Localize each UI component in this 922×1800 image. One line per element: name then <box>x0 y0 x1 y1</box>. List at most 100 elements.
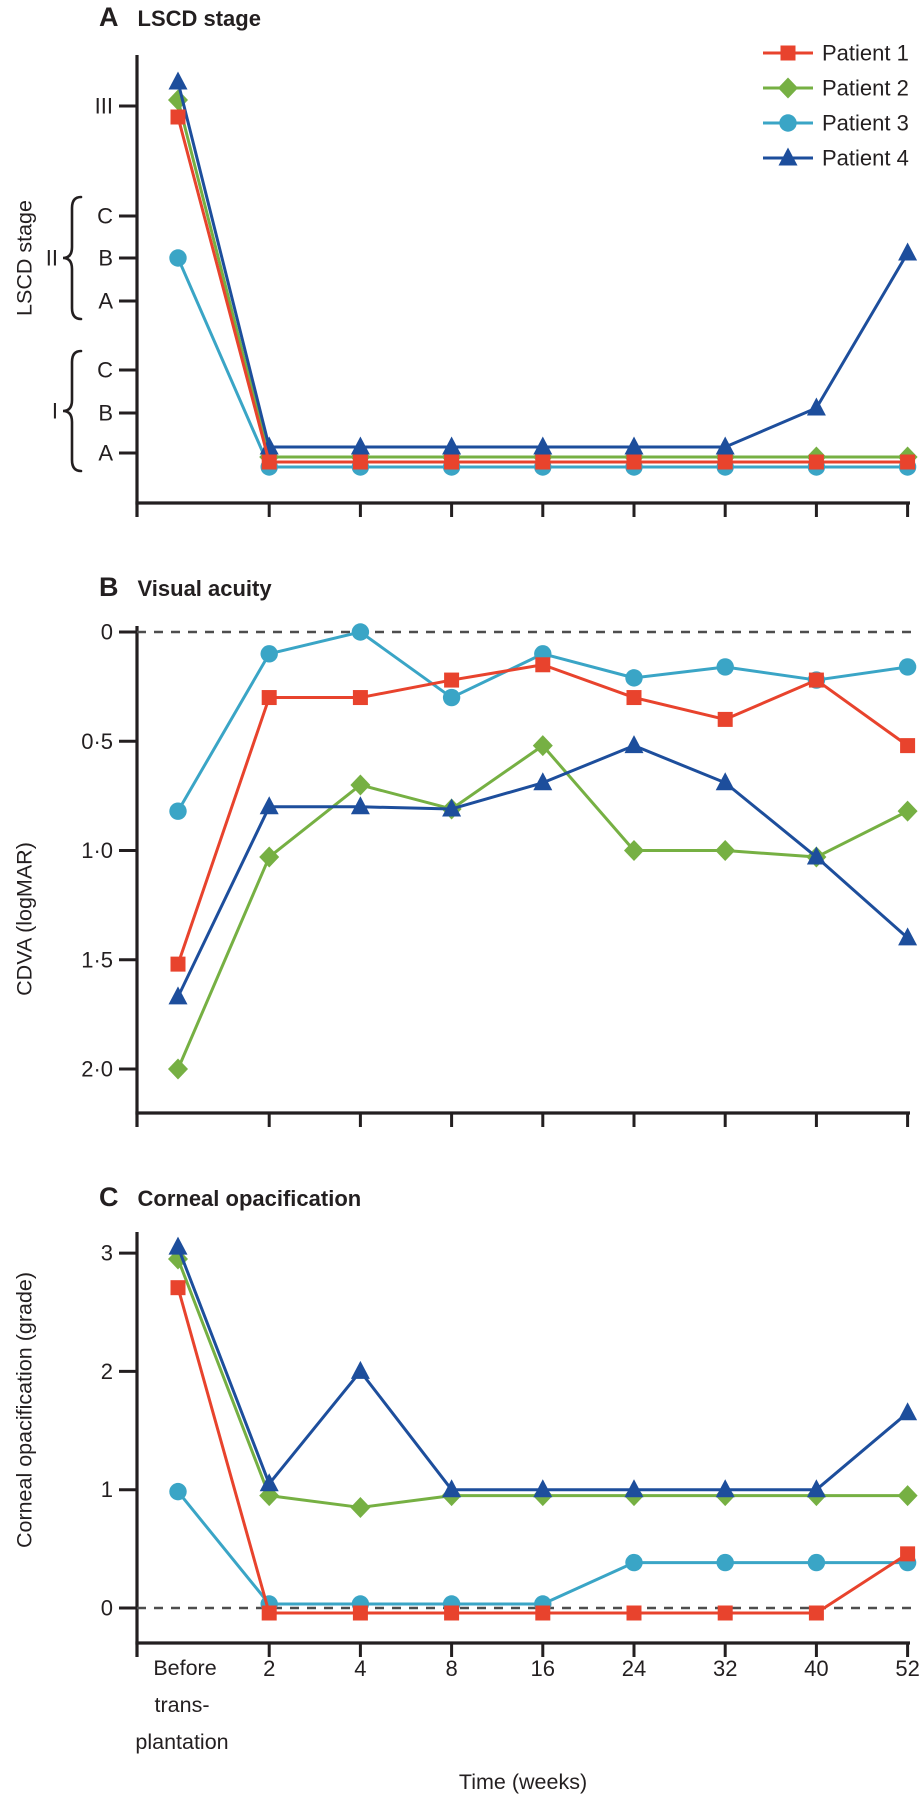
panel-c-marker-patient-1 <box>170 1280 186 1296</box>
panel-b-header: B Visual acuity <box>99 572 272 603</box>
panel-a-y-tick-label: B <box>98 246 113 271</box>
panel-a-header: A LSCD stage <box>99 2 261 33</box>
panel-c-marker-patient-4 <box>442 1479 462 1498</box>
panel-c-line-patient-3 <box>176 1490 908 1606</box>
legend-marker-patient-2 <box>778 77 798 99</box>
legend-marker-patient-4 <box>778 147 798 166</box>
panel-b-marker-patient-3 <box>351 623 370 641</box>
panel-b-marker-patient-4 <box>350 796 370 815</box>
panel-b-marker-patient-4 <box>533 772 553 791</box>
x-tick-label-before-line3: plantation <box>135 1730 229 1754</box>
panel-b-marker-patient-4 <box>442 798 462 817</box>
panel-a-marker-patient-4 <box>350 436 370 455</box>
panel-c-marker-patient-2 <box>350 1496 371 1518</box>
panel-a-marker-patient-4 <box>898 242 918 261</box>
panel-b-y-tick-label: 0·5 <box>81 729 113 754</box>
panel-b-marker-patient-1 <box>900 738 916 754</box>
x-tick-label: 4 <box>354 1656 366 1681</box>
panel-b-y-tick-label: 1·0 <box>81 838 113 863</box>
panel-c-y-tick-label: 2 <box>101 1359 113 1384</box>
panel-c-marker-patient-1 <box>808 1605 824 1621</box>
panel-a-marker-patient-1 <box>808 454 824 470</box>
panel-c-marker-patient-3 <box>625 1553 643 1572</box>
legend-label-patient-2: Patient 2 <box>822 76 909 101</box>
panel-c-marker-patient-4 <box>715 1479 735 1498</box>
panel-a-letter: A <box>99 2 119 32</box>
panel-b-marker-patient-1 <box>352 690 368 706</box>
panel-b-line-patient-1 <box>176 663 909 965</box>
panel-a-marker-patient-4 <box>715 436 735 455</box>
panel-c-marker-patient-4 <box>624 1479 644 1498</box>
panel-a-marker-patient-1 <box>535 454 551 470</box>
panel-c-y-axis-label: Corneal opacification (grade) <box>12 1271 37 1549</box>
panel-c-title: Corneal opacification <box>137 1186 362 1211</box>
panel-c-marker-patient-3 <box>169 1482 187 1501</box>
panel-a-stage-group-label: II <box>46 246 58 271</box>
x-tick-label-before-line1: Before <box>153 1656 217 1680</box>
panel-b-marker-patient-1 <box>444 672 460 688</box>
panel-b-y-tick-label: 1·5 <box>81 947 113 972</box>
panel-a-marker-patient-4 <box>259 436 279 455</box>
panel-b-y-tick-label: 2·0 <box>81 1057 113 1082</box>
panel-a-y-tick-label: C <box>97 358 113 383</box>
panel-a-y-tick-label: III <box>95 94 113 119</box>
panel-a-marker-patient-4 <box>624 436 644 455</box>
panel-b-marker-patient-1 <box>717 711 733 727</box>
panel-a-marker-patient-1 <box>626 454 642 470</box>
panel-b-marker-patient-4 <box>168 986 188 1005</box>
legend-marker-patient-1 <box>780 45 796 61</box>
legend-marker-patient-3 <box>779 114 797 132</box>
legend-label-patient-1: Patient 1 <box>822 41 909 66</box>
panel-c-marker-patient-4 <box>168 1236 188 1255</box>
panel-a-marker-patient-4 <box>442 436 462 455</box>
panel-b-marker-patient-4 <box>806 846 826 865</box>
panel-a-marker-patient-1 <box>170 109 186 125</box>
panel-b-marker-patient-2 <box>350 774 371 796</box>
panel-a-marker-patient-1 <box>352 454 368 470</box>
panel-c-header: C Corneal opacification <box>99 1182 361 1213</box>
panel-b-y-tick-label: 0 <box>101 620 113 645</box>
panel-a-y-tick-label: C <box>97 204 113 229</box>
panel-a-line-patient-1 <box>176 116 908 464</box>
legend-label-patient-4: Patient 4 <box>822 146 909 171</box>
panel-a-marker-patient-4 <box>168 71 188 90</box>
panel-b-marker-patient-3 <box>442 688 461 707</box>
panel-a-marker-patient-4 <box>533 436 553 455</box>
panel-c-marker-patient-1 <box>444 1605 460 1621</box>
panel-b-marker-patient-2 <box>715 840 736 861</box>
panel-a-marker-patient-1 <box>444 454 460 470</box>
panel-b-marker-patient-4 <box>259 796 279 815</box>
panel-a-marker-patient-1 <box>717 454 733 470</box>
legend-label-patient-3: Patient 3 <box>822 111 909 136</box>
panel-c-marker-patient-1 <box>717 1605 733 1621</box>
panel-c-marker-patient-1 <box>261 1605 277 1621</box>
panel-a-y-tick-label: B <box>98 401 113 426</box>
panel-a-marker-patient-1 <box>261 454 277 470</box>
panel-b-marker-patient-1 <box>261 690 277 706</box>
panel-a-line-patient-4 <box>176 81 909 449</box>
panel-c-y-tick-label: 3 <box>101 1241 113 1266</box>
panel-c-marker-patient-4 <box>350 1360 370 1379</box>
panel-b-marker-patient-2 <box>532 735 553 757</box>
panel-b-marker-patient-2 <box>624 840 644 861</box>
panel-a-marker-patient-3 <box>169 249 187 267</box>
panel-c-marker-patient-4 <box>533 1479 553 1498</box>
panel-a-y-axis-label: LSCD stage <box>12 200 37 316</box>
x-tick-label: 40 <box>804 1656 828 1681</box>
panel-b-marker-patient-2 <box>897 800 918 822</box>
panel-b-line-patient-2 <box>176 744 909 1070</box>
panel-b-marker-patient-1 <box>535 657 551 673</box>
panel-c-marker-patient-1 <box>352 1605 368 1621</box>
panel-a-title: LSCD stage <box>137 6 261 31</box>
panel-c-marker-patient-1 <box>900 1546 916 1562</box>
x-tick-label: 32 <box>713 1656 737 1681</box>
panel-b-title: Visual acuity <box>137 576 272 601</box>
x-axis-title: Time (weeks) <box>458 1770 588 1794</box>
panel-c-line-patient-4 <box>176 1246 909 1492</box>
panel-a-line-patient-2 <box>176 99 908 459</box>
panel-c-marker-patient-1 <box>626 1605 642 1621</box>
x-tick-label: 2 <box>263 1656 275 1681</box>
panel-c-marker-patient-4 <box>259 1473 279 1492</box>
